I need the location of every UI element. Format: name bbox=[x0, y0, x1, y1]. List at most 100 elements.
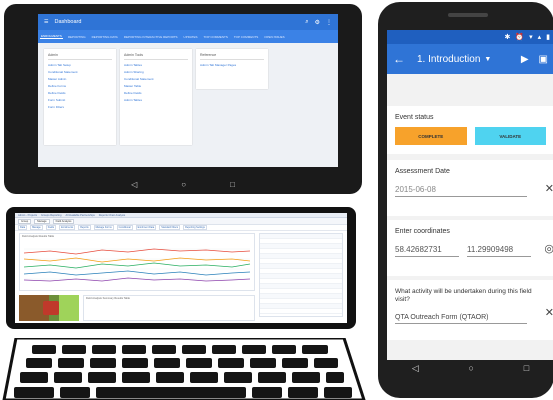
tablet-tab[interactable]: OPEN ISSUES bbox=[264, 34, 285, 39]
tablet-title: Dashboard bbox=[54, 19, 82, 25]
assessment-date-field[interactable] bbox=[395, 183, 527, 197]
laptop-tab[interactable]: Reporting Settings bbox=[183, 225, 207, 230]
dashboard-link[interactable]: Define Forms bbox=[48, 84, 67, 88]
menu-icon[interactable]: ☰ bbox=[44, 19, 49, 25]
gps-target-icon[interactable]: ◎ bbox=[544, 243, 553, 255]
dashboard-link[interactable]: Master Admin bbox=[48, 77, 67, 81]
table-row bbox=[260, 294, 342, 299]
tablet-tab[interactable]: REPORTING DATA bbox=[91, 34, 118, 39]
laptop-tab[interactable]: Manage Forms bbox=[93, 225, 114, 230]
table-row bbox=[260, 304, 342, 309]
table-row bbox=[260, 274, 342, 279]
laptop-tab[interactable]: Manage bbox=[30, 225, 43, 230]
dashboard-link[interactable]: Conditional Statement bbox=[48, 70, 78, 74]
breadcrumb-item[interactable]: Admin - Projects bbox=[18, 213, 38, 217]
assessment-date-label: Assessment Date bbox=[395, 168, 450, 175]
series-line bbox=[23, 270, 251, 276]
event-status-label: Event status bbox=[395, 114, 434, 121]
laptop-tab[interactable]: Enrolments bbox=[59, 225, 76, 230]
back-icon[interactable]: ◁ bbox=[411, 363, 419, 373]
assessment-date-card: Assessment Date ✕ bbox=[387, 160, 553, 216]
dashboard-link[interactable]: Admin Tables bbox=[124, 63, 142, 67]
breadcrumb-item[interactable]: Groups Reporting bbox=[41, 213, 62, 217]
series-line bbox=[23, 248, 251, 255]
breadcrumb-item[interactable]: Reports Chart Analysis bbox=[98, 213, 126, 217]
table-row bbox=[260, 269, 342, 274]
tablet-tab[interactable]: UPDATES bbox=[183, 34, 198, 39]
tablet-tab[interactable]: REPORTING bbox=[67, 34, 86, 39]
laptop-tab[interactable]: Data bbox=[18, 225, 28, 230]
toolbar-button[interactable]: Manage bbox=[34, 218, 50, 224]
map-thumbnail[interactable] bbox=[19, 295, 79, 321]
dashboard-link[interactable]: Admin Tables bbox=[124, 98, 142, 102]
latitude-field[interactable] bbox=[395, 243, 459, 257]
laptop-tab[interactable]: Standard Filters bbox=[159, 225, 181, 230]
dashboard-link[interactable]: Admin Sharing bbox=[124, 70, 144, 74]
validate-button[interactable]: VALIDATE bbox=[474, 127, 546, 145]
dashboard-link[interactable]: Master Table bbox=[124, 84, 142, 88]
bluetooth-icon: ✱ bbox=[504, 34, 511, 41]
dashboard-link[interactable]: Conditional Statement bbox=[124, 77, 154, 81]
line-chart bbox=[23, 248, 251, 282]
laptop-keyboard bbox=[2, 336, 366, 400]
back-icon[interactable]: ◁ bbox=[131, 180, 138, 189]
tablet-tab[interactable]: REPORTING INTERACTIVE REPORTS bbox=[123, 34, 178, 39]
settings-icon[interactable]: ⚙ bbox=[314, 19, 320, 26]
tablet-device: ☰ Dashboard ⌕ ⚙ ⋮ ENROLMENTS REPORTING R… bbox=[4, 4, 362, 194]
table-row bbox=[260, 264, 342, 269]
recents-icon[interactable]: □ bbox=[523, 363, 530, 373]
save-icon[interactable]: ▣ bbox=[538, 53, 548, 65]
dashboard-link[interactable]: Form Submit bbox=[48, 98, 66, 102]
activity-question: What activity will be undertaken during … bbox=[395, 288, 532, 303]
breadcrumb-item[interactable]: All Available Partnerships bbox=[65, 213, 95, 217]
laptop-tab[interactable]: Enrolment Data bbox=[135, 225, 157, 230]
laptop-tab[interactable]: Reports bbox=[78, 225, 91, 230]
tablet-tabs: ENROLMENTS REPORTING REPORTING DATA REPO… bbox=[38, 30, 338, 43]
alarm-icon: ⏰ bbox=[515, 34, 525, 41]
laptop-tab[interactable]: Fields bbox=[45, 225, 57, 230]
home-icon[interactable]: ○ bbox=[181, 180, 187, 189]
table-row bbox=[260, 279, 342, 284]
clear-icon[interactable]: ✕ bbox=[544, 183, 553, 195]
dashboard-link[interactable]: Define Fields bbox=[48, 91, 66, 95]
home-icon[interactable]: ○ bbox=[468, 363, 474, 373]
summary-panel: Field Analysis Summary Results Table bbox=[83, 295, 255, 321]
phone-screen: ✱ ⏰ ▾ ▴ ▮ ← 1. Introduction ▼ ▶ ▣ Event … bbox=[387, 30, 553, 360]
play-next-icon[interactable]: ▶ bbox=[520, 53, 529, 65]
data-table bbox=[259, 233, 343, 317]
caret-down-icon[interactable]: ▼ bbox=[484, 55, 492, 63]
series-line bbox=[23, 277, 251, 282]
coordinates-label: Enter coordinates bbox=[395, 228, 450, 235]
clear-icon[interactable]: ✕ bbox=[544, 307, 553, 319]
laptop-tabs: Data Manage Fields Enrolments Reports Ma… bbox=[15, 225, 347, 231]
tablet-tab[interactable]: TOP COMMENTS bbox=[233, 34, 259, 39]
laptop-tab[interactable]: Conditional bbox=[116, 225, 133, 230]
toolbar-button[interactable]: Field Analysis bbox=[52, 218, 75, 224]
event-status-card: Event status COMPLETE VALIDATE bbox=[387, 106, 553, 154]
dashboard-link[interactable]: Admin Tab Setup bbox=[48, 63, 71, 67]
tablet-nav-bar: ◁ ○ □ bbox=[4, 180, 362, 189]
coordinates-card: Enter coordinates ◎ bbox=[387, 220, 553, 276]
dashboard-link[interactable]: Admin Tab Manager Pages bbox=[200, 63, 237, 67]
longitude-field[interactable] bbox=[467, 243, 531, 257]
tablet-tab[interactable]: ENROLMENTS bbox=[40, 34, 63, 39]
toolbar-button[interactable]: Group bbox=[18, 218, 32, 224]
column-heading: Reference bbox=[200, 53, 264, 60]
table-row bbox=[260, 234, 342, 239]
dashboard-link[interactable]: Define Fields bbox=[124, 91, 142, 95]
arrow-left-icon[interactable]: ← bbox=[393, 52, 405, 66]
recents-icon[interactable]: □ bbox=[230, 180, 235, 189]
complete-button[interactable]: COMPLETE bbox=[395, 127, 467, 145]
dashboard-link[interactable]: Form Filters bbox=[48, 105, 64, 109]
status-bar: ✱ ⏰ ▾ ▴ ▮ bbox=[387, 30, 553, 44]
search-icon[interactable]: ⌕ bbox=[305, 18, 309, 25]
more-icon[interactable]: ⋮ bbox=[326, 19, 332, 26]
activity-select[interactable]: QTA Outreach Form (QTAOR) bbox=[395, 314, 527, 324]
breadcrumb: Admin - Projects Groups Reporting All Av… bbox=[15, 213, 347, 218]
phone-device: ✱ ⏰ ▾ ▴ ▮ ← 1. Introduction ▼ ▶ ▣ Event … bbox=[378, 2, 553, 398]
section-title[interactable]: 1. Introduction bbox=[417, 53, 481, 65]
tablet-tab[interactable]: TOP COMMENTS bbox=[203, 34, 228, 39]
series-line bbox=[23, 262, 251, 269]
dashboard-column: Admin Admin Tab Setup Conditional Statem… bbox=[44, 49, 116, 145]
dashboard-column: Reference Admin Tab Manager Pages bbox=[196, 49, 268, 89]
